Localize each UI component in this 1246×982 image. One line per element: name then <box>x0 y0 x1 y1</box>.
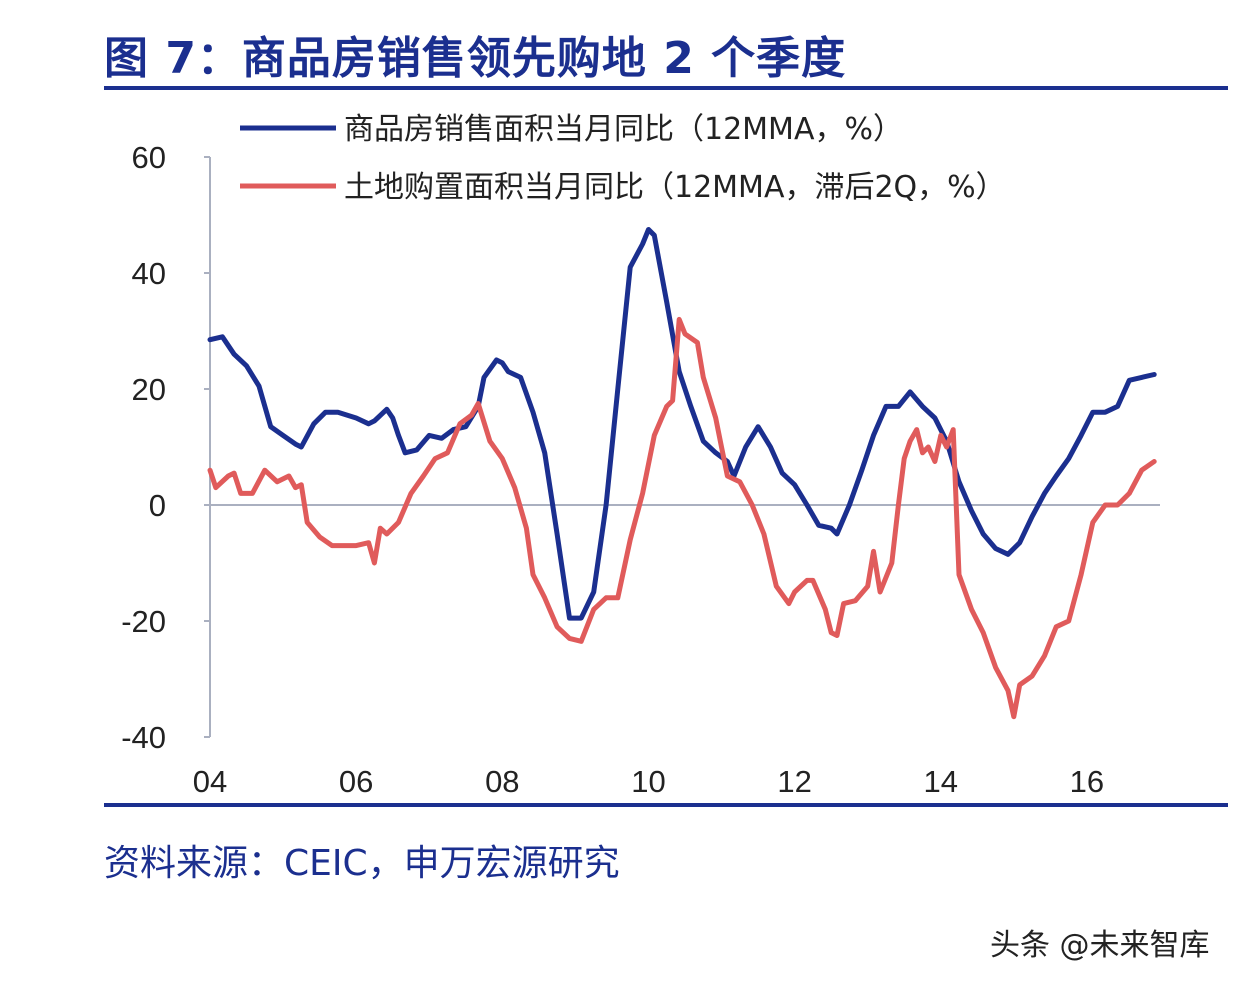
x-tick-label: 08 <box>485 764 519 799</box>
figure-title: 图 7：商品房销售领先购地 2 个季度 <box>104 33 847 84</box>
footer-rule <box>104 803 1228 807</box>
x-tick-label: 10 <box>631 764 665 799</box>
x-tick-label: 16 <box>1070 764 1104 799</box>
series-line-sales <box>207 227 1157 621</box>
x-tick-label: 14 <box>924 764 958 799</box>
y-tick-label: 0 <box>149 488 166 523</box>
y-tick-label: 60 <box>132 140 166 175</box>
y-tick-label: 20 <box>132 372 166 407</box>
x-tick-label: 12 <box>777 764 811 799</box>
x-tick-label: 06 <box>339 764 373 799</box>
x-tick-label: 04 <box>193 764 227 799</box>
y-tick-label: -40 <box>121 720 166 755</box>
y-tick-label: 40 <box>132 256 166 291</box>
source-note: 资料来源：CEIC，申万宏源研究 <box>104 843 620 884</box>
legend-label-sales: 商品房销售面积当月同比（12MMA，%） <box>344 112 903 147</box>
y-tick-label: -20 <box>121 604 166 639</box>
legend-label-land: 土地购置面积当月同比（12MMA，滞后2Q，%） <box>344 170 1006 205</box>
series-line-land <box>207 316 1157 720</box>
watermark: 头条 @未来智库 <box>990 928 1210 963</box>
title-rule <box>104 86 1228 90</box>
